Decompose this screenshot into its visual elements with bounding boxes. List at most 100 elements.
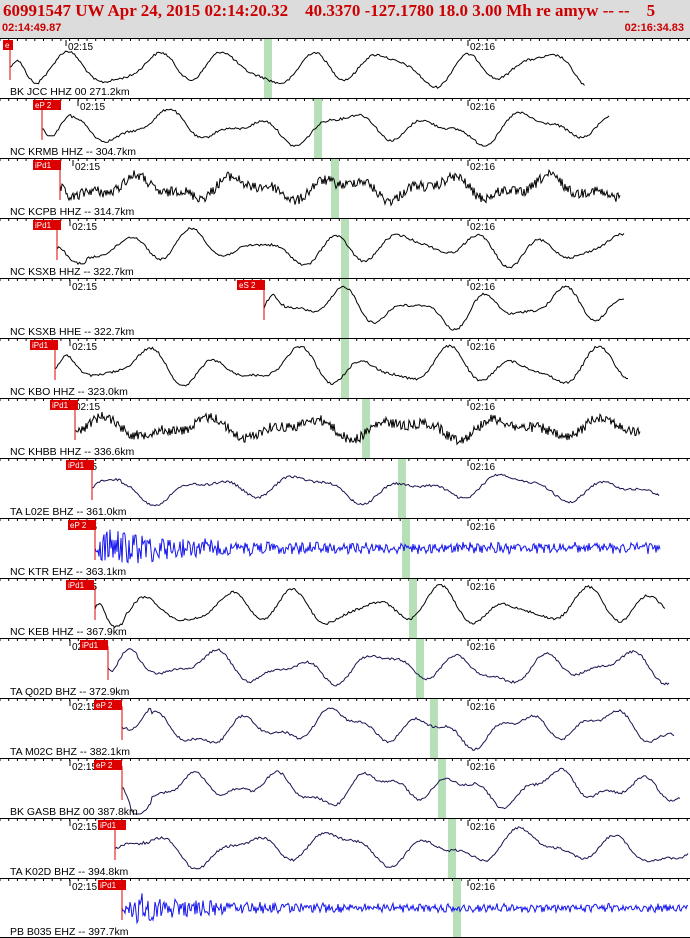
pick-tag[interactable] — [68, 520, 96, 530]
trace-panel[interactable]: 02:15 02:16 eP 2 BK GASB BHZ 00 387.8km — [0, 758, 690, 818]
tick-label: 02:16 — [470, 102, 495, 113]
phase-marker — [264, 39, 272, 98]
tick-label: 02:16 — [470, 402, 495, 413]
pick-tag[interactable] — [66, 580, 94, 590]
pick-tag[interactable] — [33, 100, 61, 110]
tick-label: 02:16 — [470, 342, 495, 353]
tick-label: 02:15 — [72, 222, 97, 233]
trace-panel[interactable]: 02:15 02:16 eS 2 NC KSXB HHE -- 322.7km — [0, 278, 690, 338]
header-bar: 60991547 UW Apr 24, 2015 02:14:20.32 40.… — [0, 0, 690, 38]
tick-label: 02:15 — [72, 822, 97, 833]
pick-tag[interactable] — [66, 460, 94, 470]
trace-panel[interactable]: 02:15 02:16 iPd1 PB B035 EHZ -- 397.7km — [0, 878, 690, 938]
waveform — [74, 412, 641, 446]
waveform — [121, 707, 675, 751]
pick-tag[interactable] — [30, 340, 58, 350]
tick-label: 02:16 — [470, 462, 495, 473]
tick-label: 02:16 — [470, 42, 495, 53]
waveform — [94, 584, 666, 629]
pick-label: iPd1 — [68, 581, 85, 590]
tick-label: 02:15 — [72, 762, 97, 773]
tick-label: 02:16 — [470, 702, 495, 713]
station-label: NC KCPB HHZ -- 314.7km — [10, 206, 135, 218]
tick-label: 02:15 — [72, 702, 97, 713]
waveform — [91, 473, 660, 507]
station-label: BK GASB BHZ 00 387.8km — [10, 806, 138, 818]
pick-tag[interactable] — [33, 160, 61, 170]
tick-label: 02:16 — [470, 282, 495, 293]
station-label: NC KSXB HHE -- 322.7km — [10, 326, 135, 338]
pick-label: iPd1 — [100, 881, 117, 890]
phase-marker — [341, 279, 349, 338]
waveform — [56, 227, 625, 269]
waveform — [54, 344, 629, 387]
pick-label: iPd1 — [35, 221, 52, 230]
phase-marker — [341, 339, 349, 398]
pick-label: eP 2 — [96, 761, 113, 770]
pick-tag[interactable] — [237, 280, 265, 290]
tick-label: 02:16 — [470, 762, 495, 773]
tick-label: 02:16 — [470, 522, 495, 533]
trace-panel[interactable]: 02:15 02:16 e BK JCC HHZ 00 271.2km — [0, 38, 690, 98]
window-start-time: 02:14:49.87 — [2, 22, 62, 34]
waveform — [114, 826, 689, 870]
tick-label: 02:15 — [68, 42, 93, 53]
station-label: TA K02D BHZ -- 394.8km — [10, 866, 129, 878]
pick-label: iPd1 — [68, 461, 85, 470]
pick-label: iPd1 — [100, 821, 117, 830]
waveform — [9, 50, 585, 89]
phase-marker — [409, 579, 417, 638]
tick-label: 02:15 — [75, 162, 100, 173]
station-label: NC KSXB HHZ -- 322.7km — [10, 266, 134, 278]
station-label: TA L02E BHZ -- 361.0km — [10, 506, 127, 518]
tick-label: 02:15 — [72, 342, 97, 353]
phase-marker — [416, 639, 424, 698]
tick-label: 02:15 — [75, 402, 100, 413]
station-label: NC KRMB HHZ -- 304.7km — [10, 146, 136, 158]
trace-panel[interactable]: 02:15 02:16 iPd1 NC KBO HHZ -- 323.0km — [0, 338, 690, 398]
station-label: NC KBO HHZ -- 323.0km — [10, 386, 128, 398]
tick-label: 02:15 — [80, 102, 105, 113]
tick-label: 02:15 — [72, 282, 97, 293]
pick-tag[interactable] — [98, 820, 126, 830]
pick-tag[interactable] — [33, 220, 61, 230]
station-label: NC KEB HHZ -- 367.9km — [10, 626, 127, 638]
tick-label: 02:16 — [470, 882, 495, 893]
phase-marker — [331, 159, 339, 218]
pick-label: eP 2 — [96, 701, 113, 710]
trace-panel[interactable]: 02:15 02:16 iPd1 NC KCPB HHZ -- 314.7km — [0, 158, 690, 218]
phase-marker — [341, 219, 349, 278]
pick-tag[interactable] — [50, 400, 78, 410]
trace-panel[interactable]: 02:15 02:16 iPd1 TA K02D BHZ -- 394.8km — [0, 818, 690, 878]
phase-marker — [314, 99, 322, 158]
station-label: TA Q02D BHZ -- 372.9km — [10, 686, 130, 698]
pick-tag[interactable] — [94, 700, 122, 710]
phase-marker — [398, 459, 406, 518]
pick-tag[interactable] — [94, 760, 122, 770]
pick-label: e — [5, 41, 10, 50]
pick-tag[interactable] — [3, 40, 13, 50]
phase-marker — [362, 399, 370, 458]
window-end-time: 02:16:34.83 — [624, 22, 684, 34]
phase-marker — [430, 699, 438, 758]
waveform — [121, 893, 689, 925]
tick-label: 02:16 — [470, 642, 495, 653]
pick-label: iPd1 — [32, 341, 49, 350]
phase-marker — [448, 819, 456, 878]
trace-panel[interactable]: 02:15 02:16 eP 2 TA M02C BHZ -- 382.1km — [0, 698, 690, 758]
waveform — [59, 168, 621, 207]
trace-panel[interactable]: 02:15 02:16 iPd1 NC KHBB HHZ -- 336.6km — [0, 398, 690, 458]
station-label: NC KTR EHZ -- 363.1km — [10, 566, 126, 578]
phase-marker — [438, 759, 446, 818]
pick-tag[interactable] — [80, 640, 108, 650]
pick-tag[interactable] — [98, 880, 126, 890]
trace-panel[interactable]: 02:15 02:16 iPd1 NC KSXB HHZ -- 322.7km — [0, 218, 690, 278]
trace-panel[interactable]: 02:15 02:16 eP 2 NC KRMB HHZ -- 304.7km — [0, 98, 690, 158]
waveform — [121, 767, 681, 815]
phase-marker — [453, 879, 461, 938]
